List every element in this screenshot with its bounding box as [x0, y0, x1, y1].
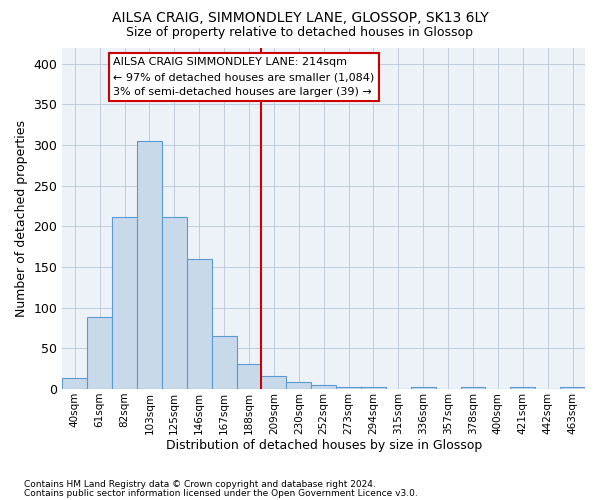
Bar	[361, 388, 386, 389]
Bar	[212, 336, 236, 389]
Y-axis label: Number of detached properties: Number of detached properties	[15, 120, 28, 317]
Text: Contains public sector information licensed under the Open Government Licence v3: Contains public sector information licen…	[24, 489, 418, 498]
Bar	[411, 386, 436, 389]
Text: AILSA CRAIG, SIMMONDLEY LANE, GLOSSOP, SK13 6LY: AILSA CRAIG, SIMMONDLEY LANE, GLOSSOP, S…	[112, 12, 488, 26]
Text: Contains HM Land Registry data © Crown copyright and database right 2024.: Contains HM Land Registry data © Crown c…	[24, 480, 376, 489]
Text: AILSA CRAIG SIMMONDLEY LANE: 214sqm
← 97% of detached houses are smaller (1,084): AILSA CRAIG SIMMONDLEY LANE: 214sqm ← 97…	[113, 58, 374, 97]
X-axis label: Distribution of detached houses by size in Glossop: Distribution of detached houses by size …	[166, 440, 482, 452]
Bar	[286, 382, 311, 389]
Bar	[560, 386, 585, 389]
Bar	[311, 385, 336, 389]
Bar	[137, 141, 162, 389]
Bar	[112, 218, 137, 389]
Bar	[336, 386, 361, 389]
Text: Size of property relative to detached houses in Glossop: Size of property relative to detached ho…	[127, 26, 473, 39]
Bar	[262, 376, 286, 389]
Bar	[62, 378, 87, 389]
Bar	[236, 364, 262, 389]
Bar	[511, 386, 535, 389]
Bar	[461, 386, 485, 389]
Bar	[162, 216, 187, 389]
Bar	[87, 316, 112, 389]
Bar	[187, 259, 212, 389]
